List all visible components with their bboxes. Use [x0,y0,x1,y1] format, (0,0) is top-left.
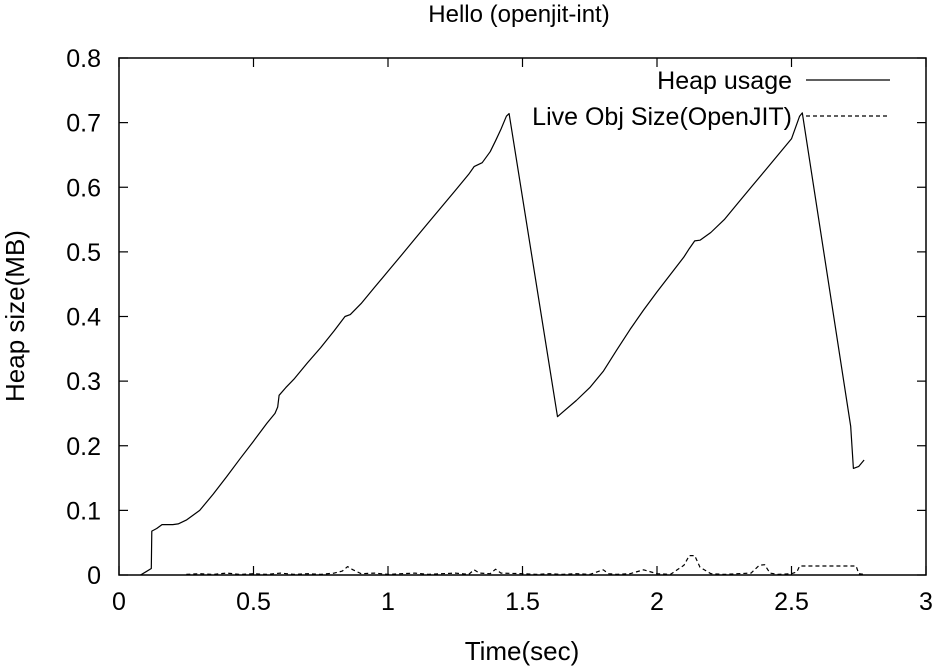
x-tick-label: 1.5 [505,588,540,616]
tick-marks [118,57,927,576]
chart-title: Hello (openjit-int) [428,1,609,28]
x-tick-label: 2 [650,588,664,616]
x-tick-label: 3 [919,588,933,616]
y-tick-label: 0.5 [66,239,101,267]
y-tick-label: 0.3 [66,368,101,396]
y-tick-label: 0.1 [66,497,101,525]
legend: Heap usage Live Obj Size(OpenJIT) [532,67,890,131]
y-tick-label: 0 [87,562,101,590]
tick-labels: 0 0.5 1 1.5 2 2.5 3 0 0.1 0.2 0.3 0.4 0.5 0.6 0.7 0.8 [66,45,933,616]
x-axis-title: Time(sec) [465,636,580,666]
y-tick-label: 0.6 [66,174,101,202]
plot-frame [118,57,927,576]
y-axis-title: Heap size(MB) [0,230,30,402]
x-tick-label: 1 [381,588,395,616]
series-line-1 [140,112,865,576]
x-tick-label: 2.5 [774,588,809,616]
x-tick-label: 0 [112,588,126,616]
y-tick-label: 0.2 [66,433,101,461]
y-tick-label: 0.8 [66,45,101,73]
series-line-2 [186,554,865,576]
y-tick-label: 0.4 [66,304,101,332]
y-tick-label: 0.7 [66,110,101,138]
x-tick-label: 0.5 [236,588,271,616]
legend-entry-label: Live Obj Size(OpenJIT) [532,103,792,131]
series-lines [140,112,865,576]
legend-entry-label: Heap usage [657,67,792,95]
